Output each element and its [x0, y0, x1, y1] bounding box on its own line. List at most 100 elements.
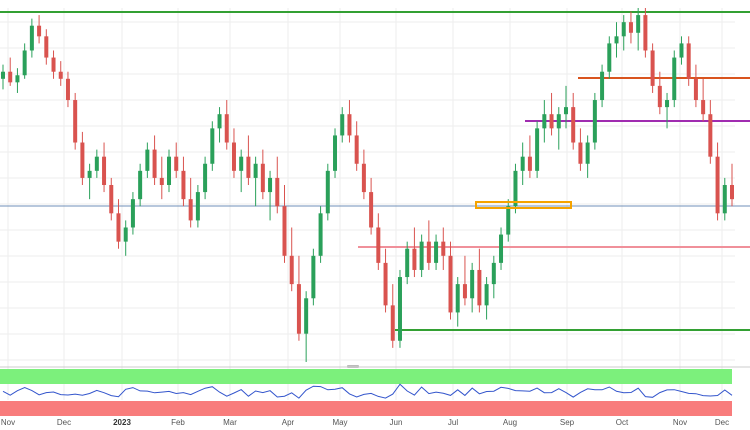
candle-87 — [628, 11, 633, 44]
candle-3 — [22, 43, 27, 79]
candle-44 — [318, 206, 323, 263]
candle-97 — [701, 78, 706, 122]
indicator-panel — [0, 366, 750, 416]
candle-27 — [195, 185, 200, 228]
candle-93 — [672, 50, 677, 108]
candle-53 — [383, 248, 388, 313]
candle-35 — [253, 156, 258, 207]
candle-92 — [665, 92, 670, 129]
candle-16 — [116, 199, 121, 249]
candle-80 — [578, 128, 583, 171]
candle-43 — [311, 248, 316, 306]
candle-65 — [470, 262, 475, 313]
candle-89 — [643, 8, 648, 58]
grid-lines — [0, 8, 735, 400]
candle-79 — [571, 92, 576, 150]
candle-4 — [29, 18, 34, 58]
candle-42 — [304, 291, 309, 362]
candle-66 — [477, 248, 482, 313]
candle-33 — [239, 149, 244, 193]
x-tick-label: Mar — [223, 418, 237, 427]
candle-85 — [614, 22, 619, 58]
candle-10 — [73, 92, 78, 150]
candle-72 — [520, 142, 525, 185]
x-tick-label: Dec — [57, 418, 71, 427]
candle-73 — [527, 135, 532, 178]
candle-32 — [231, 128, 236, 178]
candle-91 — [657, 71, 662, 115]
candle-54 — [390, 284, 395, 348]
candle-37 — [268, 170, 273, 221]
x-tick-label: 2023 — [113, 418, 131, 427]
candle-75 — [542, 100, 547, 143]
candle-69 — [499, 227, 504, 270]
candle-48 — [347, 100, 352, 143]
indicator-line — [2, 383, 733, 399]
candle-30 — [217, 107, 222, 143]
candle-100 — [722, 177, 727, 221]
candle-20 — [145, 142, 150, 178]
candle-5 — [37, 15, 42, 44]
candlestick-series — [1, 8, 734, 362]
candle-17 — [123, 220, 128, 256]
candle-88 — [636, 8, 641, 51]
indicator-lower-band — [0, 401, 732, 416]
candle-22 — [159, 156, 164, 200]
candle-101 — [730, 163, 734, 207]
candle-81 — [585, 135, 590, 178]
candle-29 — [210, 121, 215, 171]
x-tick-label: Nov — [1, 418, 15, 427]
x-axis: Nov Dec 2023 Feb Mar Apr May Jun Jul Aug Sep Oct Nov… — [1, 418, 729, 427]
x-tick-label: May — [332, 418, 347, 427]
candle-38 — [275, 156, 280, 214]
x-tick-label: Feb — [171, 418, 185, 427]
candle-6 — [44, 29, 49, 65]
candle-63 — [455, 277, 460, 327]
candle-64 — [462, 255, 467, 306]
candle-99 — [715, 142, 720, 221]
x-tick-label: Aug — [503, 418, 517, 427]
candle-70 — [506, 199, 511, 242]
candle-86 — [621, 15, 626, 51]
candle-61 — [441, 227, 446, 270]
candle-58 — [419, 234, 424, 278]
candle-52 — [376, 213, 381, 270]
candle-45 — [325, 163, 330, 221]
candle-36 — [260, 149, 265, 200]
candle-98 — [708, 100, 713, 164]
indicator-upper-band — [0, 369, 732, 384]
candle-96 — [693, 64, 698, 108]
x-tick-label: Jun — [390, 418, 403, 427]
x-tick-label: Oct — [616, 418, 629, 427]
candle-57 — [412, 227, 417, 278]
candle-26 — [188, 177, 193, 228]
candle-77 — [556, 107, 561, 150]
candle-2 — [15, 68, 20, 93]
candle-9 — [65, 71, 70, 108]
candle-78 — [563, 85, 568, 129]
candle-46 — [333, 128, 338, 178]
x-tick-label: Dec — [715, 418, 729, 427]
x-tick-label: Sep — [560, 418, 575, 427]
candle-59 — [426, 220, 431, 270]
candle-11 — [80, 131, 85, 185]
candle-41 — [296, 255, 301, 341]
candle-0 — [1, 64, 5, 90]
candle-60 — [434, 234, 439, 270]
candle-50 — [361, 149, 366, 200]
candle-76 — [549, 92, 554, 136]
candle-23 — [167, 149, 172, 193]
candle-21 — [152, 135, 157, 185]
candle-14 — [102, 142, 107, 193]
candle-90 — [650, 43, 655, 93]
candle-94 — [679, 36, 684, 65]
candle-84 — [607, 36, 612, 79]
candle-31 — [224, 100, 229, 150]
candle-34 — [246, 135, 251, 185]
candle-74 — [535, 121, 540, 178]
candle-51 — [369, 177, 374, 235]
candle-49 — [354, 121, 359, 171]
candle-25 — [181, 156, 186, 207]
candle-67 — [484, 277, 489, 320]
